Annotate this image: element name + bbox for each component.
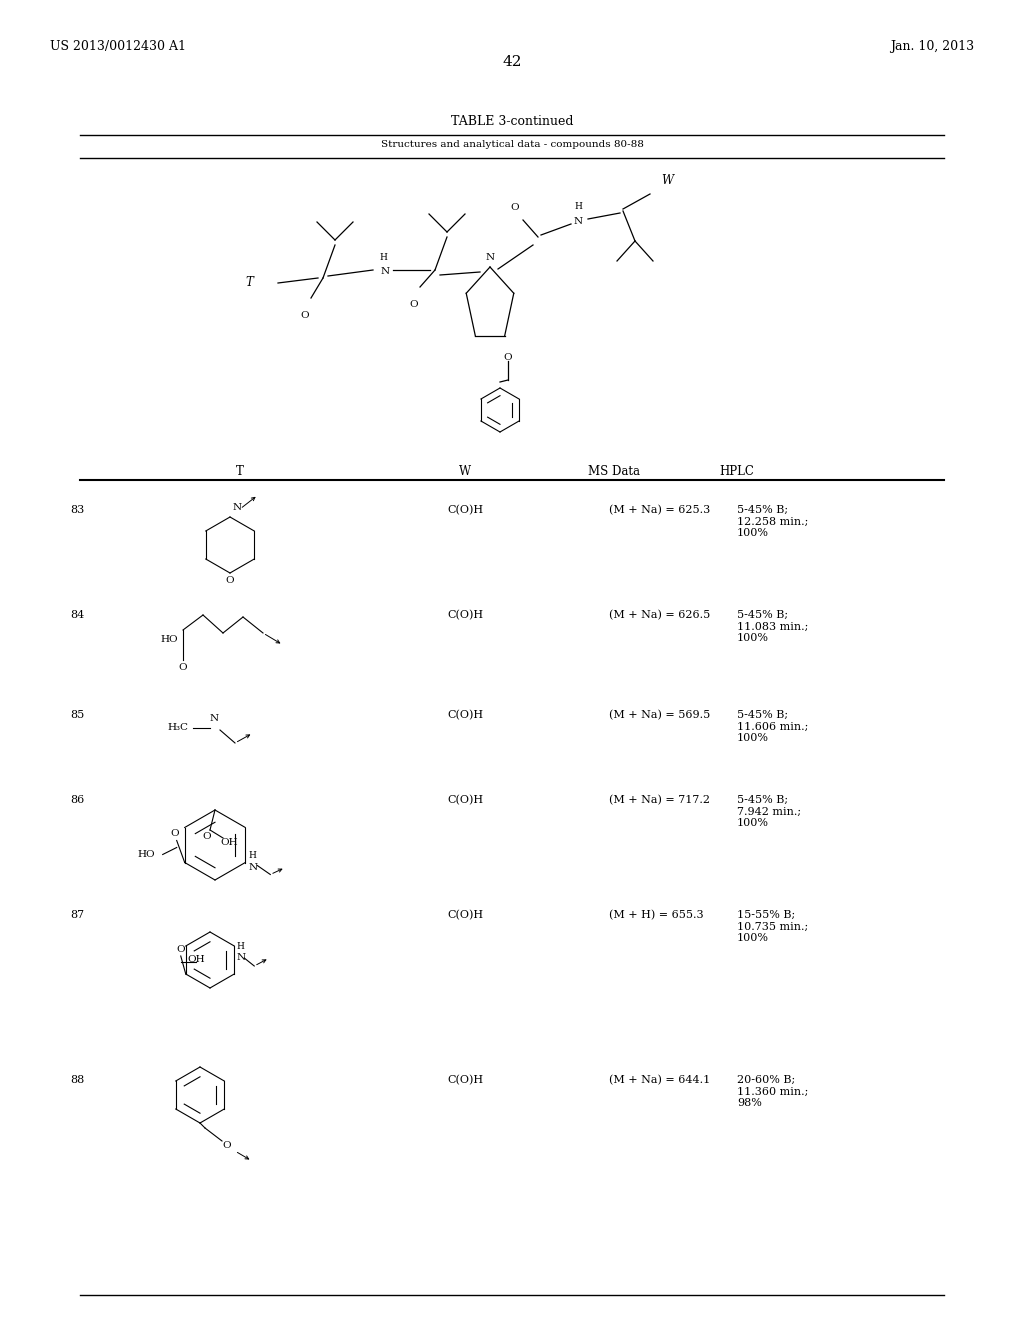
Text: (M + Na) = 626.5: (M + Na) = 626.5	[609, 610, 711, 620]
Text: 15-55% B;
10.735 min.;
100%: 15-55% B; 10.735 min.; 100%	[737, 909, 808, 944]
Text: (M + Na) = 644.1: (M + Na) = 644.1	[609, 1074, 711, 1085]
Text: N: N	[248, 863, 257, 873]
Text: OH: OH	[187, 956, 206, 965]
Text: H: H	[237, 942, 244, 950]
Text: (M + Na) = 717.2: (M + Na) = 717.2	[609, 795, 710, 805]
Text: (M + H) = 655.3: (M + H) = 655.3	[609, 909, 703, 920]
Text: T: T	[237, 465, 244, 478]
Text: Structures and analytical data - compounds 80-88: Structures and analytical data - compoun…	[381, 140, 643, 149]
Text: O: O	[170, 829, 179, 838]
Text: O: O	[301, 312, 309, 319]
Text: 5-45% B;
11.606 min.;
100%: 5-45% B; 11.606 min.; 100%	[737, 710, 808, 743]
Text: OH: OH	[220, 838, 238, 847]
Text: O: O	[511, 203, 519, 213]
Text: C(O)H: C(O)H	[446, 909, 483, 920]
Text: W: W	[459, 465, 471, 478]
Text: 5-45% B;
12.258 min.;
100%: 5-45% B; 12.258 min.; 100%	[737, 506, 808, 539]
Text: N: N	[573, 216, 583, 226]
Text: 5-45% B;
7.942 min.;
100%: 5-45% B; 7.942 min.; 100%	[737, 795, 801, 828]
Text: C(O)H: C(O)H	[446, 610, 483, 620]
Text: 85: 85	[70, 710, 84, 719]
Text: W: W	[662, 174, 673, 187]
Text: TABLE 3-continued: TABLE 3-continued	[451, 115, 573, 128]
Text: C(O)H: C(O)H	[446, 710, 483, 721]
Text: C(O)H: C(O)H	[446, 1074, 483, 1085]
Text: N: N	[237, 953, 246, 962]
Text: H: H	[379, 253, 387, 261]
Text: O: O	[203, 832, 211, 841]
Text: HO: HO	[137, 850, 155, 859]
Text: C(O)H: C(O)H	[446, 506, 483, 515]
Text: O: O	[222, 1142, 231, 1151]
Text: HO: HO	[160, 635, 177, 644]
Text: 83: 83	[70, 506, 84, 515]
Text: HPLC: HPLC	[720, 465, 755, 478]
Text: 20-60% B;
11.360 min.;
98%: 20-60% B; 11.360 min.; 98%	[737, 1074, 808, 1109]
Text: N: N	[381, 268, 389, 276]
Text: US 2013/0012430 A1: US 2013/0012430 A1	[50, 40, 186, 53]
Text: 86: 86	[70, 795, 84, 805]
Text: 42: 42	[502, 55, 522, 69]
Text: T: T	[245, 276, 253, 289]
Text: C(O)H: C(O)H	[446, 795, 483, 805]
Text: O: O	[176, 945, 185, 954]
Text: Jan. 10, 2013: Jan. 10, 2013	[890, 40, 974, 53]
Text: N: N	[485, 253, 495, 261]
Text: (M + Na) = 625.3: (M + Na) = 625.3	[609, 506, 711, 515]
Text: (M + Na) = 569.5: (M + Na) = 569.5	[609, 710, 711, 721]
Text: O: O	[504, 352, 512, 362]
Text: N: N	[233, 503, 242, 512]
Text: H: H	[248, 850, 256, 859]
Text: 87: 87	[70, 909, 84, 920]
Text: N: N	[210, 714, 219, 723]
Text: O: O	[410, 300, 419, 309]
Text: O: O	[178, 663, 187, 672]
Text: H: H	[574, 202, 582, 211]
Text: H₃C: H₃C	[167, 723, 188, 733]
Text: O: O	[225, 576, 234, 585]
Text: 5-45% B;
11.083 min.;
100%: 5-45% B; 11.083 min.; 100%	[737, 610, 808, 643]
Text: 88: 88	[70, 1074, 84, 1085]
Text: MS Data: MS Data	[588, 465, 640, 478]
Text: 84: 84	[70, 610, 84, 620]
